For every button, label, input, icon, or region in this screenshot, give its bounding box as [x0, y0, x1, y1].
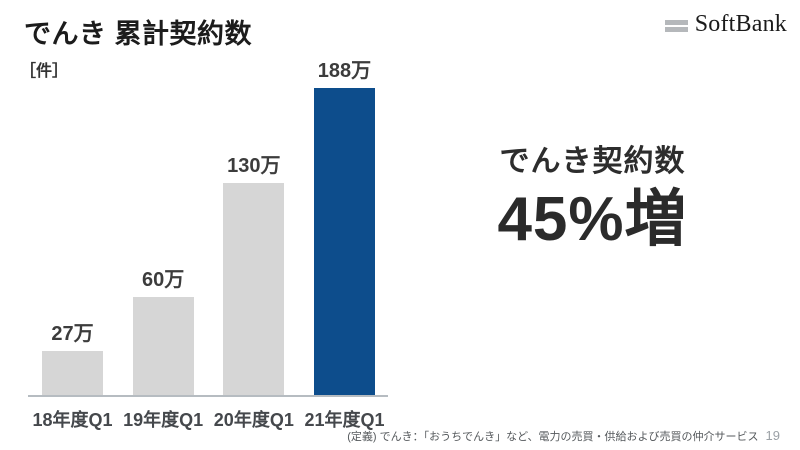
- bar-column: 130万: [223, 149, 285, 395]
- footnote: (定義) でんき：「おうちでんき」など、電力の売買・供給および売買の仲介サービス…: [347, 428, 780, 444]
- bar-highlighted: [313, 88, 375, 395]
- x-axis-tick-label: 21年度Q1: [304, 410, 385, 430]
- bar-value-label: 60万: [142, 269, 185, 291]
- x-axis-tick-label: 19年度Q1: [123, 410, 204, 430]
- softbank-equals-icon: [664, 20, 688, 32]
- bar-value-label: 130万: [227, 155, 281, 177]
- x-axis-baseline: [28, 395, 388, 397]
- highlight-callout: でんき契約数 45%増: [430, 136, 755, 252]
- bar: [132, 297, 194, 395]
- footnote-text: (定義) でんき：「おうちでんき」など、電力の売買・供給および売買の仲介サービス: [347, 431, 759, 443]
- bar-column: 60万: [132, 263, 194, 395]
- y-axis-unit-label: ［件］: [20, 63, 69, 80]
- x-axis-tick-label: 20年度Q1: [213, 410, 294, 430]
- softbank-logo-text: SoftBank: [694, 11, 787, 37]
- bars-row: 27万 60万 130万 188万: [42, 60, 375, 395]
- x-axis-labels: 18年度Q1 19年度Q1 20年度Q1 21年度Q1: [32, 406, 385, 432]
- bar: [42, 351, 103, 395]
- softbank-logo: SoftBank: [664, 11, 787, 38]
- highlight-value: 45%増: [497, 185, 688, 254]
- bar-chart: 27万 60万 130万 188万 18年度Q1 19年度Q1 20年度Q1 21年度Q1: [28, 60, 388, 430]
- page-number: 19: [765, 428, 780, 443]
- bar-value-label: 188万: [317, 60, 372, 82]
- highlight-caption: でんき契約数: [499, 145, 686, 178]
- page-title: でんき 累計契約数: [24, 19, 253, 49]
- bar-column: 27万: [42, 317, 103, 395]
- bar-value-label: 27万: [51, 323, 94, 345]
- x-axis-tick-label: 18年度Q1: [32, 410, 113, 430]
- bar: [223, 183, 285, 395]
- bar-column: 188万: [313, 54, 375, 395]
